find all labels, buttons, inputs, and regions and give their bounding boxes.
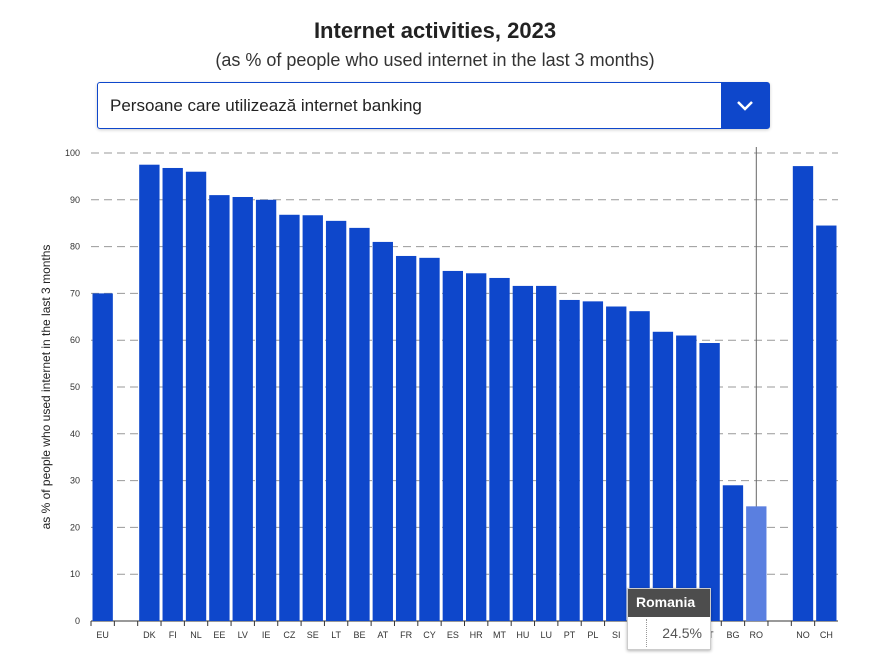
bar-CH xyxy=(816,225,837,622)
y-tick-label: 70 xyxy=(70,288,80,298)
bar-EE xyxy=(209,195,230,621)
x-tick-label: RO xyxy=(750,630,764,640)
x-tick-label: CH xyxy=(820,630,833,640)
bar-NL xyxy=(185,171,207,621)
x-tick-label: AT xyxy=(377,630,388,640)
bar-PT xyxy=(559,299,580,621)
tooltip-country: Romania xyxy=(628,589,710,617)
x-tick-label: FR xyxy=(400,630,412,640)
x-tick-label: SI xyxy=(612,630,621,640)
x-tick-label: BG xyxy=(726,630,739,640)
x-tick-label: SE xyxy=(307,630,319,640)
bar-PL xyxy=(582,301,604,621)
bar-IE xyxy=(255,199,277,622)
bar-hidden xyxy=(676,335,697,621)
bar-EU xyxy=(92,293,113,621)
x-tick-label: ES xyxy=(447,630,459,640)
chevron-down-icon xyxy=(737,100,753,111)
bar-RO xyxy=(746,506,767,621)
bar-LV xyxy=(232,196,253,621)
x-tick-label: LV xyxy=(238,630,248,640)
y-tick-label: 90 xyxy=(70,195,80,205)
bar-ES xyxy=(442,270,463,621)
y-tick-label: 80 xyxy=(70,242,80,252)
x-tick-label: NL xyxy=(190,630,202,640)
tooltip: Romania 24.5% xyxy=(627,588,711,650)
chart-title: Internet activities, 2023 xyxy=(313,18,557,43)
x-tick-label: LU xyxy=(540,630,552,640)
tooltip-value: 24.5% xyxy=(662,625,702,641)
x-tick-label: EU xyxy=(96,630,109,640)
x-tick-label: PL xyxy=(587,630,598,640)
bar-SI xyxy=(606,306,627,621)
bar-FR xyxy=(395,255,417,621)
y-tick-label: 30 xyxy=(70,476,80,486)
y-tick-label: 20 xyxy=(70,522,80,532)
y-tick-label: 10 xyxy=(70,569,80,579)
bar-LT xyxy=(325,220,347,622)
x-tick-label: BE xyxy=(353,630,365,640)
x-tick-label: EE xyxy=(213,630,225,640)
bar-CZ xyxy=(279,214,300,621)
bar-HU xyxy=(512,285,534,621)
indicator-select[interactable]: Persoane care utilizează internet bankin… xyxy=(97,82,770,129)
x-tick-label: HU xyxy=(516,630,529,640)
bar-NO xyxy=(792,166,814,621)
x-tick-label: CZ xyxy=(283,630,295,640)
x-tick-label: HR xyxy=(470,630,483,640)
bar-BE xyxy=(349,227,370,621)
x-tick-label: LT xyxy=(331,630,341,640)
x-tick-label: MT xyxy=(493,630,506,640)
y-tick-label: 0 xyxy=(75,616,80,626)
x-tick-label: FI xyxy=(169,630,177,640)
y-tick-label: 50 xyxy=(70,382,80,392)
bar-HR xyxy=(466,273,487,621)
bar-FI xyxy=(162,167,183,621)
bar-SE xyxy=(302,215,323,621)
dropdown-button[interactable] xyxy=(721,83,769,128)
y-axis-label: as % of people who used internet in the … xyxy=(39,245,53,530)
bar-MT xyxy=(489,277,510,621)
bar-LU xyxy=(536,285,557,621)
bar-hidden xyxy=(629,311,650,621)
bar-AT xyxy=(372,241,393,622)
x-tick-label: IE xyxy=(262,630,271,640)
indicator-select-value: Persoane care utilizează internet bankin… xyxy=(110,96,422,115)
bar-DK xyxy=(139,164,160,621)
y-tick-label: 60 xyxy=(70,335,80,345)
x-tick-label: CY xyxy=(423,630,436,640)
y-tick-label: 100 xyxy=(65,148,80,158)
x-tick-label: NO xyxy=(796,630,810,640)
bar-BG xyxy=(722,485,744,621)
x-tick-label: PT xyxy=(564,630,576,640)
bar-hidden xyxy=(652,331,674,621)
bar-CY xyxy=(419,257,440,621)
y-tick-label: 40 xyxy=(70,429,80,439)
bar-IT xyxy=(699,343,720,621)
chart-subtitle: (as % of people who used internet in the… xyxy=(215,50,655,70)
x-tick-label: DK xyxy=(143,630,156,640)
